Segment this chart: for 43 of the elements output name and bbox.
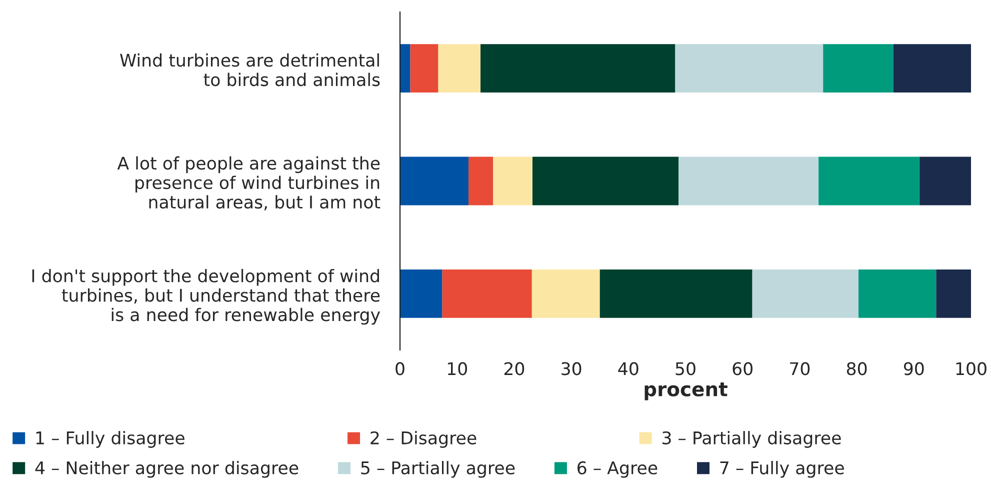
legend-label: 7 – Fully agree — [720, 460, 844, 478]
bar — [532, 269, 600, 318]
bar — [480, 44, 676, 93]
x-tick-label: 50 — [676, 362, 696, 376]
x-tick-label: 70 — [790, 362, 810, 376]
legend-label: 6 – Agree — [578, 461, 658, 478]
x-tick-label: 0 — [396, 362, 404, 376]
legend-label: 3 – Partially disagree — [662, 431, 841, 448]
y-tick-label: Wind turbines are detrimental to birds and animals — [120, 53, 380, 86]
bar — [493, 156, 532, 206]
y-tick-label: I don't support the development of wind turbines, but I understand that there is a need for renewable energy — [32, 268, 380, 325]
legend-label: 1 – Fully disagree — [36, 431, 184, 448]
bar — [442, 269, 532, 318]
bar — [893, 44, 971, 93]
bar — [818, 156, 920, 206]
x-tick-label: 80 — [846, 362, 867, 376]
y-tick-label: A lot of people are against the presence of wind turbines in natural areas, but I am not — [117, 156, 380, 210]
bar — [400, 269, 442, 318]
x-tick-label: 40 — [618, 362, 638, 376]
bar — [936, 269, 971, 318]
bar — [468, 156, 494, 206]
bar — [410, 44, 438, 93]
legend-label: 4 – Neither agree nor disagree — [35, 460, 298, 478]
x-tick-label: 90 — [904, 362, 924, 376]
bar — [920, 156, 971, 206]
bar — [400, 156, 469, 206]
legend-label: 2 – Disagree — [370, 431, 476, 448]
x-tick-label: 20 — [504, 362, 524, 376]
x-tick-label: 60 — [732, 362, 752, 376]
bar — [752, 269, 859, 318]
bar — [400, 44, 410, 93]
bar — [675, 44, 824, 93]
x-tick-label: 30 — [562, 362, 582, 376]
legend-label: 5 – Partially agree — [361, 460, 515, 478]
bar — [678, 156, 819, 206]
x-tick-label: 100 — [956, 362, 986, 376]
bar — [532, 156, 679, 206]
x-tick-label: 10 — [448, 362, 467, 376]
bar — [438, 44, 481, 93]
bar — [600, 269, 752, 318]
x-axis-title: procent — [644, 382, 728, 400]
bar — [823, 44, 894, 93]
bar — [858, 269, 936, 318]
